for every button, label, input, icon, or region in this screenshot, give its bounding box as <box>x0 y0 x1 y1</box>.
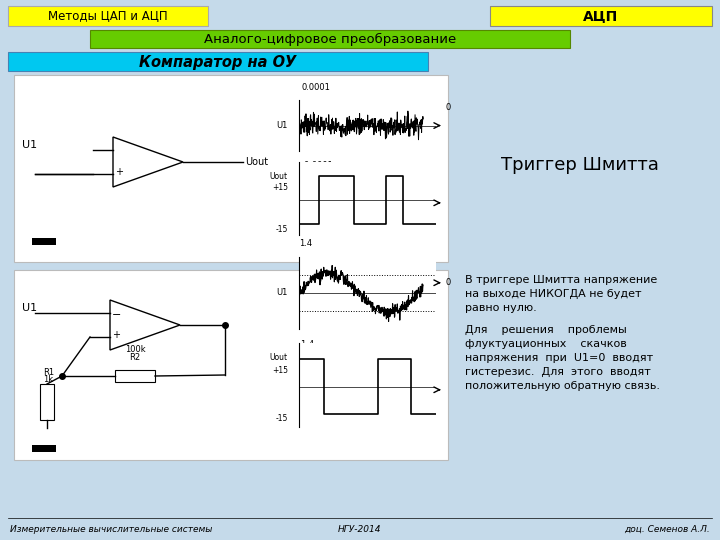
Text: 100k: 100k <box>125 345 145 354</box>
FancyBboxPatch shape <box>8 6 208 26</box>
Text: +: + <box>112 330 120 340</box>
FancyBboxPatch shape <box>90 30 570 48</box>
FancyBboxPatch shape <box>14 270 448 460</box>
Text: R2: R2 <box>130 353 140 362</box>
Text: -15: -15 <box>276 414 288 423</box>
Text: 1k: 1k <box>43 375 53 384</box>
Text: U1: U1 <box>22 303 37 313</box>
Text: АЦП: АЦП <box>583 9 618 23</box>
FancyBboxPatch shape <box>40 384 54 420</box>
Text: +: + <box>115 167 123 177</box>
Text: Uout: Uout <box>270 172 288 181</box>
Text: -1.4: -1.4 <box>299 340 315 349</box>
FancyBboxPatch shape <box>14 75 448 262</box>
FancyBboxPatch shape <box>32 238 56 245</box>
Text: 1.4: 1.4 <box>299 239 312 248</box>
Text: U1: U1 <box>22 140 37 150</box>
Text: Триггер Шмитта: Триггер Шмитта <box>501 156 659 174</box>
Text: гистерезис.  Для  этого  вводят: гистерезис. Для этого вводят <box>465 367 651 377</box>
FancyBboxPatch shape <box>490 6 712 26</box>
Text: НГУ-2014: НГУ-2014 <box>338 524 382 534</box>
Text: −: − <box>112 310 122 320</box>
FancyBboxPatch shape <box>8 52 428 71</box>
FancyBboxPatch shape <box>115 370 155 382</box>
Text: U1: U1 <box>276 121 288 130</box>
Text: Uout: Uout <box>245 157 268 167</box>
Text: -0.0001: -0.0001 <box>302 161 333 171</box>
Text: Компаратор на ОУ: Компаратор на ОУ <box>140 55 297 70</box>
Text: 0.0001: 0.0001 <box>302 83 330 92</box>
Text: -15: -15 <box>276 225 288 234</box>
Text: Измерительные вычислительные системы: Измерительные вычислительные системы <box>10 524 212 534</box>
Text: В триггере Шмитта напряжение
на выходе НИКОГДА не будет
равно нулю.: В триггере Шмитта напряжение на выходе Н… <box>465 275 657 313</box>
Text: положительную обратную связь.: положительную обратную связь. <box>465 381 660 391</box>
Text: Аналого-цифровое преобразование: Аналого-цифровое преобразование <box>204 32 456 45</box>
Text: доц. Семенов А.Л.: доц. Семенов А.Л. <box>624 524 710 534</box>
FancyBboxPatch shape <box>32 445 56 452</box>
Text: Uout: Uout <box>270 354 288 362</box>
Text: 0: 0 <box>445 103 451 112</box>
Text: Методы ЦАП и АЦП: Методы ЦАП и АЦП <box>48 10 168 23</box>
Text: напряжения  при  U1=0  вводят: напряжения при U1=0 вводят <box>465 353 653 363</box>
Text: Для    решения    проблемы: Для решения проблемы <box>465 325 626 335</box>
Text: R1: R1 <box>43 368 54 377</box>
Text: флуктуационных    скачков: флуктуационных скачков <box>465 339 626 349</box>
Text: U1: U1 <box>276 288 288 298</box>
Text: 0: 0 <box>445 278 451 287</box>
Text: +15: +15 <box>272 183 288 192</box>
Text: +15: +15 <box>272 366 288 375</box>
